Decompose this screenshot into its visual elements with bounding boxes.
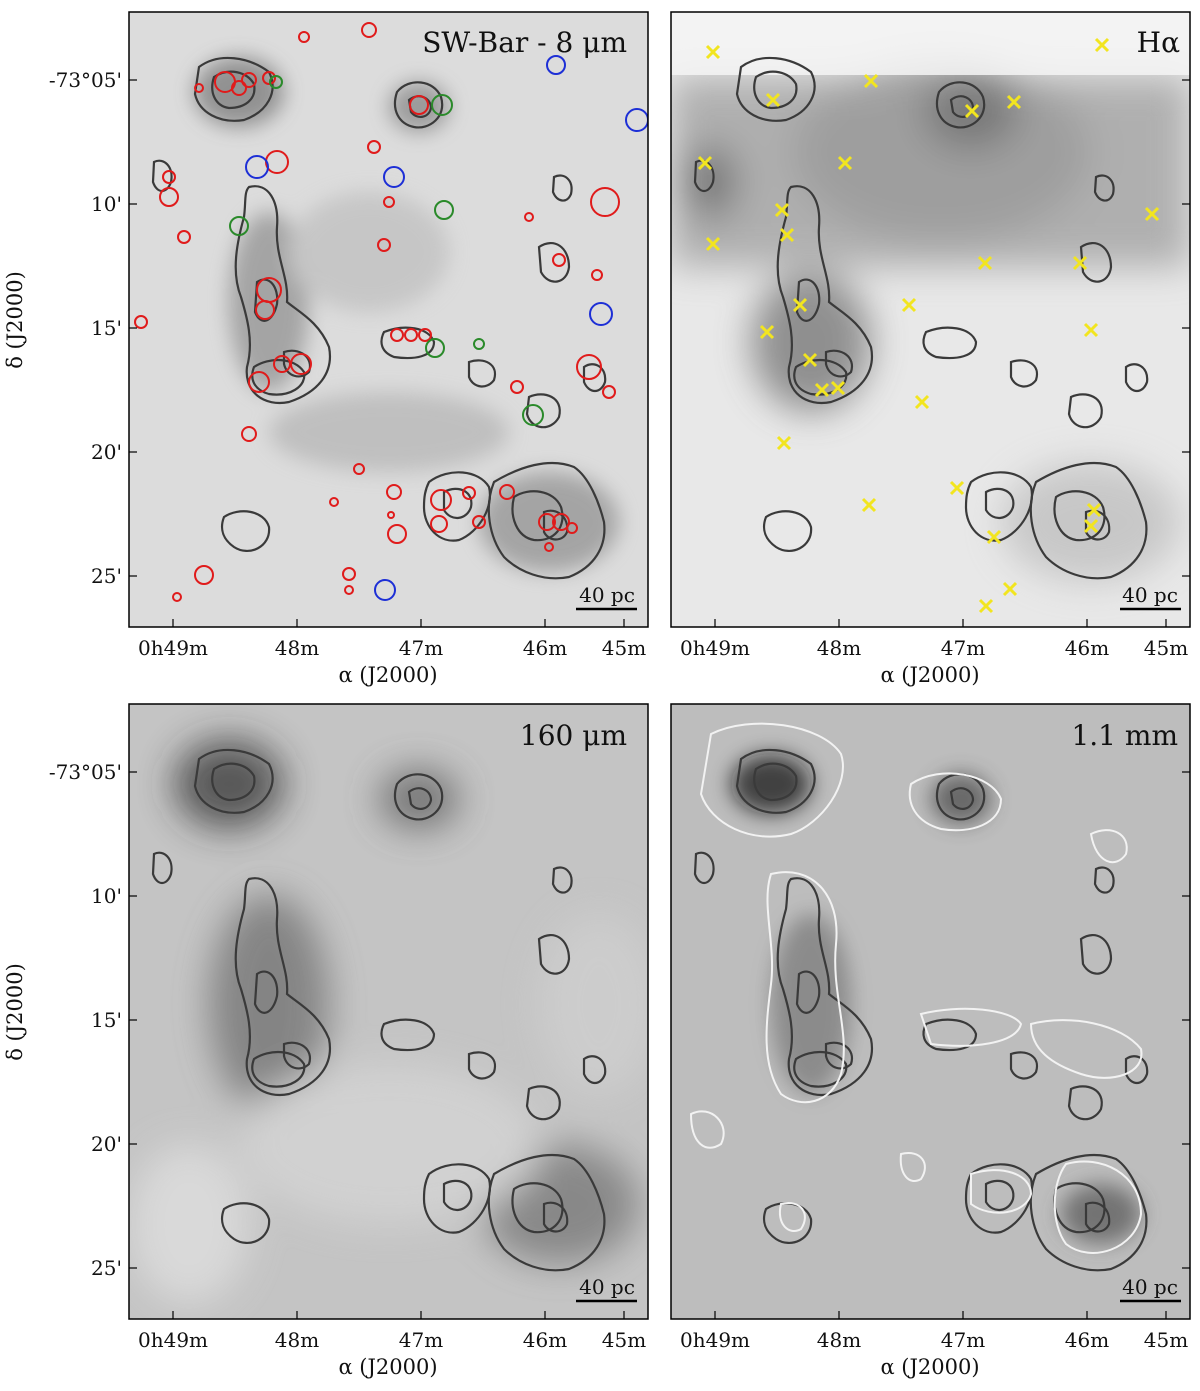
y-tick-label: -73°05' [49, 68, 122, 92]
x-tick-label: 0h49m [138, 636, 208, 660]
y-tick-label: 15' [91, 316, 122, 340]
y-tick-labels-bottom: -73°05' 10' 15' 20' 25' [49, 760, 122, 1280]
x-tick-label: 48m [275, 636, 319, 660]
x-tick-label: 0h49m [680, 1328, 750, 1352]
y-axis-label: δ (J2000) [3, 963, 27, 1061]
x-tick-label: 0h49m [680, 636, 750, 660]
x-tick-labels-top-left: 0h49m 48m 47m 46m 45m [138, 636, 646, 660]
scalebar-label: 40 pc [1122, 1275, 1178, 1299]
x-tick-label: 45m [1144, 1328, 1188, 1352]
x-tick-label: 45m [602, 636, 646, 660]
x-tick-label: 48m [275, 1328, 319, 1352]
x-tick-label: 46m [523, 636, 567, 660]
panel-title: Hα [1137, 26, 1180, 59]
y-tick-label: 10' [91, 192, 122, 216]
y-tick-label: 20' [91, 1132, 122, 1156]
y-tick-label: 10' [91, 884, 122, 908]
panel-title: 160 μm [520, 719, 627, 752]
x-tick-label: 45m [602, 1328, 646, 1352]
panel-8um: SW-Bar - 8 μm 40 pc [128, 11, 649, 628]
x-tick-label: 47m [399, 636, 443, 660]
tick-marks [129, 79, 1190, 1319]
scalebar-label: 40 pc [1122, 583, 1178, 607]
y-tick-label: 15' [91, 1008, 122, 1032]
x-axis-label: α (J2000) [338, 663, 437, 687]
x-tick-labels-bottom-right: 0h49m 48m 47m 46m 45m [680, 1328, 1188, 1352]
x-tick-labels-top-right: 0h49m 48m 47m 46m 45m [680, 636, 1188, 660]
scalebar-label: 40 pc [579, 583, 635, 607]
x-axis-label: α (J2000) [880, 1355, 979, 1379]
x-axis-label: α (J2000) [338, 1355, 437, 1379]
y-tick-label: 20' [91, 440, 122, 464]
scalebar-label: 40 pc [579, 1275, 635, 1299]
panel-halpha: Hα 40 pc [670, 11, 1191, 628]
y-tick-labels-top: -73°05' 10' 15' 20' 25' [49, 68, 122, 588]
y-axis-label: δ (J2000) [3, 271, 27, 369]
x-tick-label: 48m [817, 1328, 861, 1352]
x-tick-label: 46m [523, 1328, 567, 1352]
y-tick-label: 25' [91, 564, 122, 588]
panel-title: 1.1 mm [1071, 719, 1178, 752]
x-tick-label: 47m [399, 1328, 443, 1352]
panel-1p1mm: 1.1 mm 40 pc [670, 703, 1191, 1320]
x-tick-label: 47m [941, 1328, 985, 1352]
x-tick-labels-bottom-left: 0h49m 48m 47m 46m 45m [138, 1328, 646, 1352]
panel-160um: 160 μm 40 pc [128, 703, 649, 1320]
x-tick-label: 48m [817, 636, 861, 660]
x-tick-label: 46m [1065, 1328, 1109, 1352]
x-tick-label: 45m [1144, 636, 1188, 660]
y-tick-label: 25' [91, 1256, 122, 1280]
x-tick-label: 46m [1065, 636, 1109, 660]
x-tick-label: 47m [941, 636, 985, 660]
x-tick-label: 0h49m [138, 1328, 208, 1352]
panel-title: SW-Bar - 8 μm [422, 26, 627, 59]
y-tick-label: -73°05' [49, 760, 122, 784]
x-axis-label: α (J2000) [880, 663, 979, 687]
